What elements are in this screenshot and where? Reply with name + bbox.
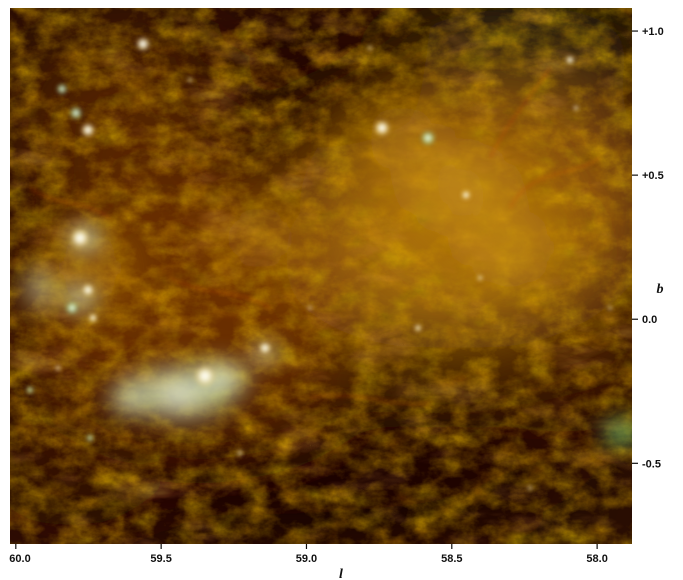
x-axis-label: l	[339, 567, 343, 580]
x-axis-ticks: 60.0 59.5 59.0 58.5 58.0	[9, 544, 608, 565]
y-tick-label-2: 0.0	[642, 314, 657, 326]
y-tick-label-1: +0.5	[642, 170, 664, 182]
y-tick-label-3: -0.5	[642, 458, 661, 470]
x-tick-label-4: 58.0	[586, 553, 607, 565]
x-tick-label-2: 59.0	[296, 553, 317, 565]
y-axis-label: b	[657, 282, 664, 297]
y-tick-label-0: +1.0	[642, 26, 664, 38]
infrared-sky-image	[10, 8, 632, 544]
x-tick-label-1: 59.5	[150, 553, 171, 565]
y-axis-ticks: +1.0 +0.5 0.0 -0.5	[632, 26, 664, 470]
x-tick-label-3: 58.5	[441, 553, 462, 565]
x-tick-label-0: 60.0	[9, 553, 30, 565]
